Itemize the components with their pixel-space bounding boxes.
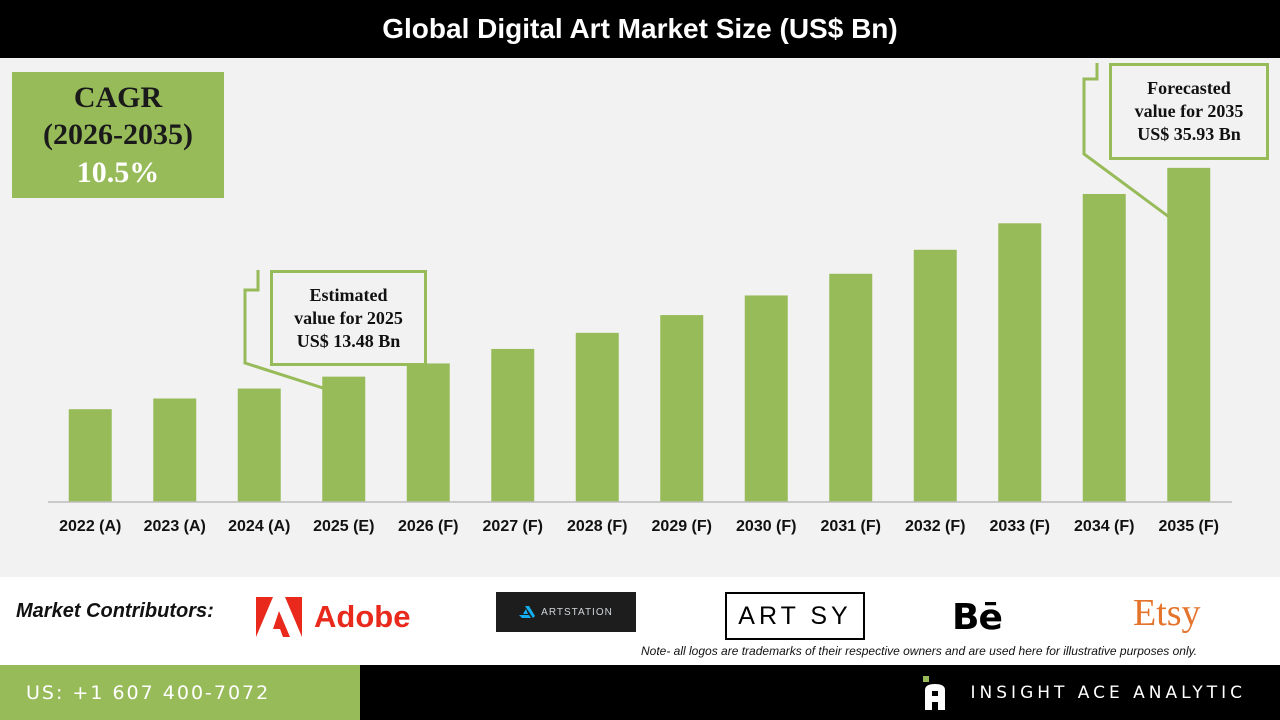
- x-tick-label: 2024 (A): [228, 518, 290, 535]
- x-tick-label: 2022 (A): [59, 518, 121, 535]
- adobe-mark-icon: [256, 597, 302, 637]
- behance-logo: Bē: [952, 597, 1003, 638]
- x-tick-label: 2034 (F): [1074, 518, 1134, 535]
- x-tick-label: 2027 (F): [483, 518, 543, 535]
- bar-2023-a: [153, 398, 197, 502]
- bar-2032-f: [913, 249, 957, 502]
- x-tick-label: 2031 (F): [821, 518, 881, 535]
- insight-ace-logo-icon: [922, 675, 945, 710]
- cagr-value: 10.5%: [76, 156, 160, 189]
- callout-line: value for 2025: [294, 307, 403, 328]
- cagr-box: CAGR (2026-2035) 10.5%: [12, 72, 224, 198]
- x-tick-label: 2028 (F): [567, 518, 627, 535]
- forecasted-value-callout: Forecasted value for 2035 US$ 35.93 Bn: [1109, 63, 1269, 160]
- artstation-mark-icon: [519, 606, 536, 618]
- estimated-callout-connector: [243, 270, 345, 397]
- x-tick-label: 2029 (F): [652, 518, 712, 535]
- callout-line: Forecasted: [1147, 78, 1231, 98]
- bar-2026-f: [406, 363, 450, 502]
- chart-title: Global Digital Art Market Size (US$ Bn): [0, 0, 1280, 58]
- callout-value: US$ 13.48 Bn: [296, 330, 401, 351]
- cagr-label: CAGR: [73, 81, 163, 114]
- bar-2029-f: [660, 315, 704, 502]
- brand-name: INSIGHT ACE ANALYTIC: [970, 682, 1246, 703]
- bar-2033-f: [998, 223, 1042, 503]
- x-tick-label: 2030 (F): [736, 518, 796, 535]
- adobe-wordmark: Adobe: [314, 599, 411, 634]
- phone-contact: US: +1 607 400-7072: [0, 665, 360, 720]
- bar-2024-a: [237, 388, 281, 502]
- callout-line: value for 2035: [1134, 101, 1244, 121]
- x-tick-label: 2035 (F): [1159, 518, 1219, 535]
- artsy-logo: ART SY: [725, 592, 865, 640]
- x-tick-label: 2032 (F): [905, 518, 965, 535]
- cagr-period: (2026-2035): [43, 118, 193, 151]
- trademark-note: Note- all logos are trademarks of their …: [641, 644, 1198, 658]
- bar-2030-f: [744, 295, 788, 502]
- market-contributors: Market Contributors: Adobe ARTSTATION AR…: [0, 577, 1280, 665]
- bar-2034-f: [1082, 193, 1126, 502]
- bar-2027-f: [491, 348, 535, 502]
- estimated-value-callout: Estimated value for 2025 US$ 13.48 Bn: [270, 270, 427, 366]
- x-tick-label: 2023 (A): [144, 518, 206, 535]
- callout-line: Estimated: [309, 284, 388, 305]
- contributors-label: Market Contributors:: [16, 600, 214, 622]
- x-tick-label: 2025 (E): [313, 518, 374, 535]
- forecasted-callout-connector: [1082, 63, 1185, 230]
- bar-2028-f: [575, 332, 619, 502]
- callout-value: US$ 35.93 Bn: [1137, 124, 1241, 144]
- artstation-logo: ARTSTATION: [496, 592, 636, 632]
- chart-area: 2022 (A) 2023 (A) 2024 (A) 2025 (E) 2026 (F)…: [0, 58, 1280, 577]
- bar-2022-a: [68, 409, 112, 502]
- bar-2025-e: [322, 376, 366, 502]
- bar-chart: 2022 (A) 2023 (A) 2024 (A) 2025 (E) 2026 (F)…: [48, 63, 1232, 535]
- bar-2035-f: [1167, 167, 1211, 502]
- bar-2031-f: [829, 273, 873, 502]
- artstation-wordmark: ARTSTATION: [541, 606, 613, 618]
- x-tick-label: 2026 (F): [398, 518, 458, 535]
- adobe-logo: Adobe: [256, 597, 410, 637]
- brand-footer: INSIGHT ACE ANALYTIC: [360, 665, 1280, 720]
- x-tick-label: 2033 (F): [990, 518, 1050, 535]
- etsy-logo: Etsy: [1133, 592, 1201, 634]
